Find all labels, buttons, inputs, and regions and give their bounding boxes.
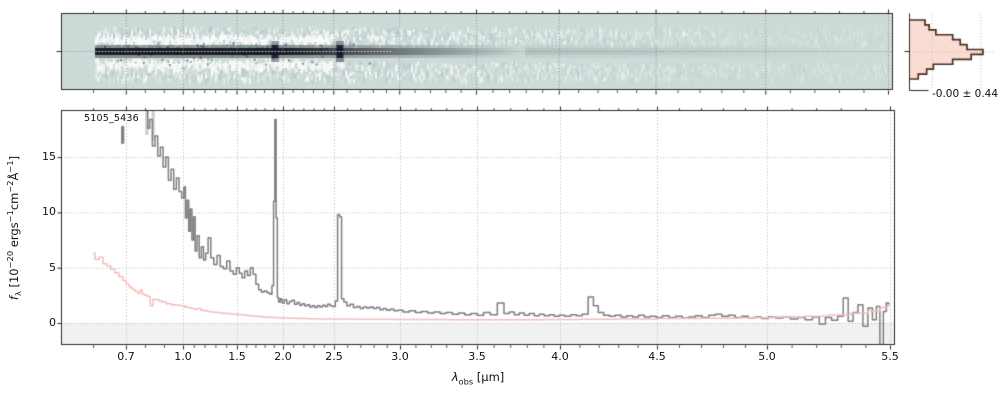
y-axis-label-exponent: −1 [4,210,15,223]
x-tick-label: 4.0 [551,350,569,363]
x-axis-label-subscript: obs [458,376,474,387]
y-axis-label-symbol: f [6,296,21,301]
y-axis-label-exponent: −20 [4,250,15,269]
x-tick-label: 4.5 [648,350,666,363]
x-axis-label: λobs [μm] [452,370,505,386]
y-axis-label-unit: ergs [6,222,21,251]
y-axis-label-subscript: λ [13,291,24,297]
x-tick-label: 2.0 [274,350,292,363]
x-tick-label: 1.5 [228,350,246,363]
y-axis-label-unit: ] [6,155,21,161]
x-tick-label: 3.0 [391,350,409,363]
y-axis-label-unit: Å [6,172,21,181]
x-tick-label: 1.0 [174,350,192,363]
y-axis-label-unit: cm [6,192,21,211]
y-axis-label: fλ [10−20 ergs−1cm−2Å−1] [5,156,23,300]
x-tick-label: 5.0 [758,350,776,363]
histogram-stats-label: -0.00 ± 0.44 [932,88,999,100]
y-tick-label: 15 [42,150,56,164]
x-axis-label-unit: [μm] [473,370,505,384]
x-tick-label: 3.5 [468,350,486,363]
source-id-label: 5105_5436 [84,113,139,124]
y-axis-label-exponent: −2 [4,180,15,193]
x-tick-label: 5.5 [881,350,899,363]
y-tick-label: 5 [49,260,56,274]
y-axis-label-exponent: −1 [4,160,15,173]
y-axis-label-unit: [10 [6,268,21,292]
x-tick-label: 0.7 [117,350,135,363]
y-tick-label: 10 [42,205,56,219]
x-tick-label: 2.5 [325,350,343,363]
x-axis-label-symbol: λ [451,370,459,384]
y-tick-label: 0 [49,315,56,329]
